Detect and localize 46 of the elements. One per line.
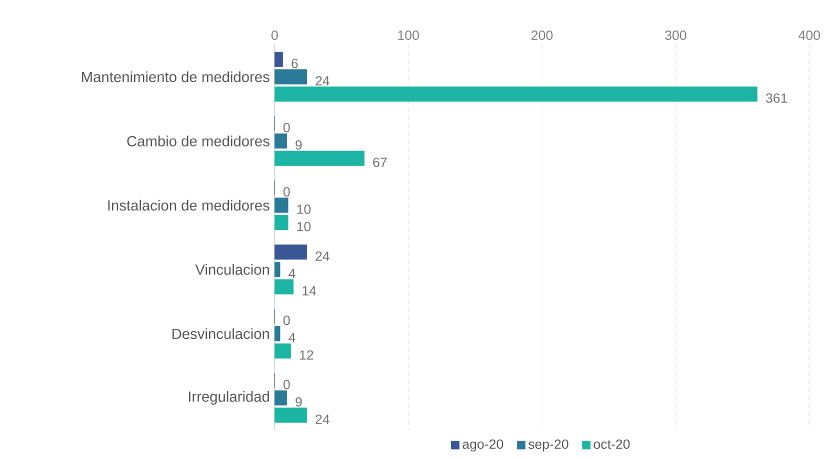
data-label: 67 [373, 158, 387, 168]
data-label: 4 [288, 268, 296, 278]
bar [274, 279, 294, 294]
data-label: 0 [283, 380, 290, 390]
y-tick-label: Mantenimiento de medidores [82, 71, 270, 82]
data-label: 9 [296, 140, 302, 150]
bar [274, 150, 364, 166]
bar [274, 215, 288, 230]
y-tick-label: Cambio de medidores [127, 136, 270, 146]
bar [274, 390, 287, 406]
data-label: 24 [316, 251, 330, 261]
data-label: 6 [292, 58, 298, 68]
data-label: 10 [297, 222, 311, 232]
x-tick-label: 100 [398, 30, 419, 40]
legend-label: oct-20 [594, 439, 630, 449]
data-label: 0 [283, 316, 290, 326]
data-label: 0 [283, 187, 290, 197]
bar [274, 244, 307, 260]
data-label: 9 [296, 397, 302, 407]
legend-label: ago-20 [462, 439, 504, 452]
data-label: 4 [288, 333, 296, 342]
data-label: 361 [766, 93, 788, 103]
data-label: 10 [297, 204, 311, 214]
x-tick-label: 200 [532, 30, 553, 40]
bar [274, 326, 280, 342]
y-tick-label: Irregularidad [188, 391, 269, 405]
bar [274, 198, 288, 213]
bar [274, 69, 307, 84]
bar [274, 262, 280, 277]
bar [274, 343, 291, 359]
data-label: 0 [283, 122, 290, 132]
y-tick-label: Vinculacion [195, 264, 269, 275]
bar [274, 133, 287, 149]
bar [274, 86, 758, 102]
data-label: 24 [316, 76, 330, 86]
data-label: 14 [302, 286, 316, 296]
y-tick-label: Desvinculacion [172, 328, 269, 340]
bar [274, 52, 283, 67]
legend-label: sep-20 [528, 439, 568, 452]
data-label: 24 [316, 414, 330, 424]
data-label: 12 [300, 350, 314, 360]
bar [274, 408, 307, 423]
x-tick-label: 400 [798, 30, 820, 40]
x-tick-label: 300 [665, 30, 686, 40]
y-tick-label: Instalacion de medidores [108, 200, 270, 211]
x-tick-label: 0 [271, 30, 278, 40]
